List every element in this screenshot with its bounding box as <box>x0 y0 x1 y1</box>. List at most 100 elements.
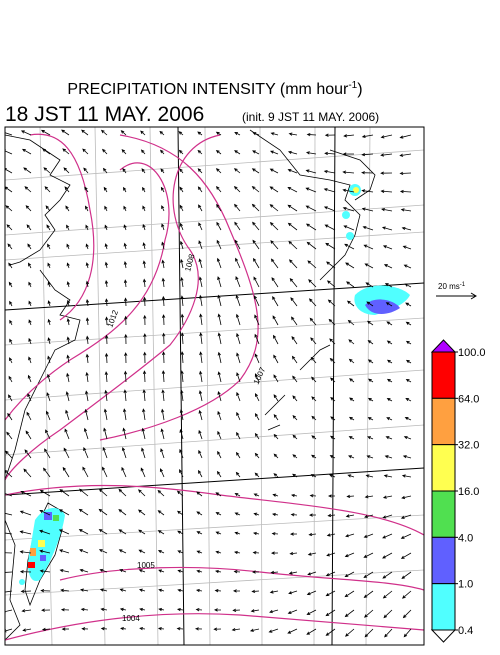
wind-arrow <box>403 264 412 269</box>
wind-arrow <box>27 374 32 383</box>
title: PRECIPITATION INTENSITY (mm hour-1) <box>67 80 362 98</box>
wind-arrow <box>28 337 32 345</box>
wind-arrow <box>215 186 222 193</box>
wind-arrow <box>348 416 355 421</box>
wind-arrow <box>380 171 393 175</box>
wind-arrow <box>367 340 374 345</box>
wind-arrow <box>323 206 336 212</box>
wind-arrow <box>308 279 317 288</box>
graticule <box>5 127 424 645</box>
wind-arrow <box>328 318 336 326</box>
wind-arrow <box>78 508 89 516</box>
wind-arrow <box>234 132 241 136</box>
wind-arrow <box>47 300 51 307</box>
wind-arrow <box>349 378 355 383</box>
wind-arrow <box>6 431 13 440</box>
wind-arrow <box>251 203 260 212</box>
wind-arrow <box>384 455 393 459</box>
wind-arrow <box>103 408 108 421</box>
wind-arrow <box>290 513 298 517</box>
wind-arrow <box>5 512 13 516</box>
wind-arrow <box>142 223 146 231</box>
wind-arrow <box>142 260 146 269</box>
wind-arrow <box>253 295 260 307</box>
wind-arrow <box>8 394 13 402</box>
wind-arrow <box>21 609 32 613</box>
map: 1008 1012 1007 1005 1004 <box>4 126 425 646</box>
wind-arrow <box>102 466 108 478</box>
wind-arrow <box>217 371 222 383</box>
wind-arrow <box>273 473 279 478</box>
wind-arrow <box>405 340 412 345</box>
wind-arrow <box>142 389 146 402</box>
wind-arrow <box>405 359 412 364</box>
wind-arrow <box>235 257 241 269</box>
wind-arrow <box>23 167 32 174</box>
map-frame <box>4 126 425 646</box>
wind-arrow <box>40 589 51 593</box>
wind-arrow <box>161 370 166 383</box>
wind-arrow <box>65 391 70 402</box>
wind-arrow <box>309 317 317 326</box>
wind-arrow <box>216 221 222 231</box>
wind-arrow <box>39 549 51 554</box>
wind-arrow <box>287 628 298 634</box>
wind-arrow <box>158 588 165 592</box>
wind-arrow <box>8 281 13 288</box>
wind-arrow <box>5 186 13 193</box>
wind-arrow <box>5 491 13 497</box>
wind-arrow <box>122 167 127 174</box>
wind-arrow <box>79 568 89 573</box>
wind-arrow <box>254 472 260 478</box>
wind-arrow <box>233 168 241 174</box>
wind-arrow <box>342 170 355 174</box>
wind-arrow <box>160 186 165 193</box>
wind-arrow <box>249 628 260 632</box>
wind-arrow <box>62 148 70 155</box>
wind-arrow <box>361 189 374 193</box>
wind-arrow <box>269 609 279 614</box>
wind-arrow <box>142 278 147 288</box>
wind-arrow <box>232 608 241 612</box>
wind-arrow <box>141 447 146 459</box>
wind-arrow <box>311 396 317 402</box>
wind-arrow <box>28 356 32 364</box>
wind-arrow <box>346 300 355 307</box>
wind-arrow <box>305 187 317 193</box>
wind-arrow <box>198 204 203 212</box>
wind-arrow <box>217 276 222 288</box>
wind-arrow <box>141 427 146 440</box>
wind-arrow <box>330 416 336 421</box>
wind-arrow <box>217 430 222 440</box>
wind-arrow <box>233 570 241 574</box>
wind-arrow <box>326 280 336 288</box>
wind-arrow <box>269 204 279 212</box>
wind-arrow <box>348 455 355 459</box>
wind-arrow <box>118 529 127 535</box>
wind-arrow <box>215 569 222 574</box>
wind-arrow <box>20 490 32 497</box>
wind-arrow <box>161 389 165 402</box>
wind-arrow <box>216 257 222 269</box>
wind-arrow <box>328 494 336 498</box>
wind-arrow <box>399 171 412 176</box>
wind-arrow <box>405 321 412 326</box>
wind-arrow <box>330 396 336 402</box>
wind-arrow <box>64 186 70 193</box>
colorbar-segment <box>431 397 456 446</box>
wind-arrow <box>287 187 298 193</box>
wind-arrow <box>270 570 279 575</box>
wind-arrow <box>364 514 374 519</box>
wind-arrow <box>273 334 279 345</box>
wind-arrow <box>399 134 412 139</box>
wind-arrow <box>180 351 184 364</box>
wind-arrow <box>305 169 317 174</box>
wind-arrow <box>9 338 13 345</box>
wind-arrow <box>400 514 412 519</box>
wind-arrow <box>236 372 241 383</box>
colorbar-tick-label: 100.0 <box>458 347 486 359</box>
wind-arrow <box>197 149 203 155</box>
wind-arrow <box>66 224 70 231</box>
wind-arrow <box>138 549 146 554</box>
wind-arrow <box>79 488 89 497</box>
